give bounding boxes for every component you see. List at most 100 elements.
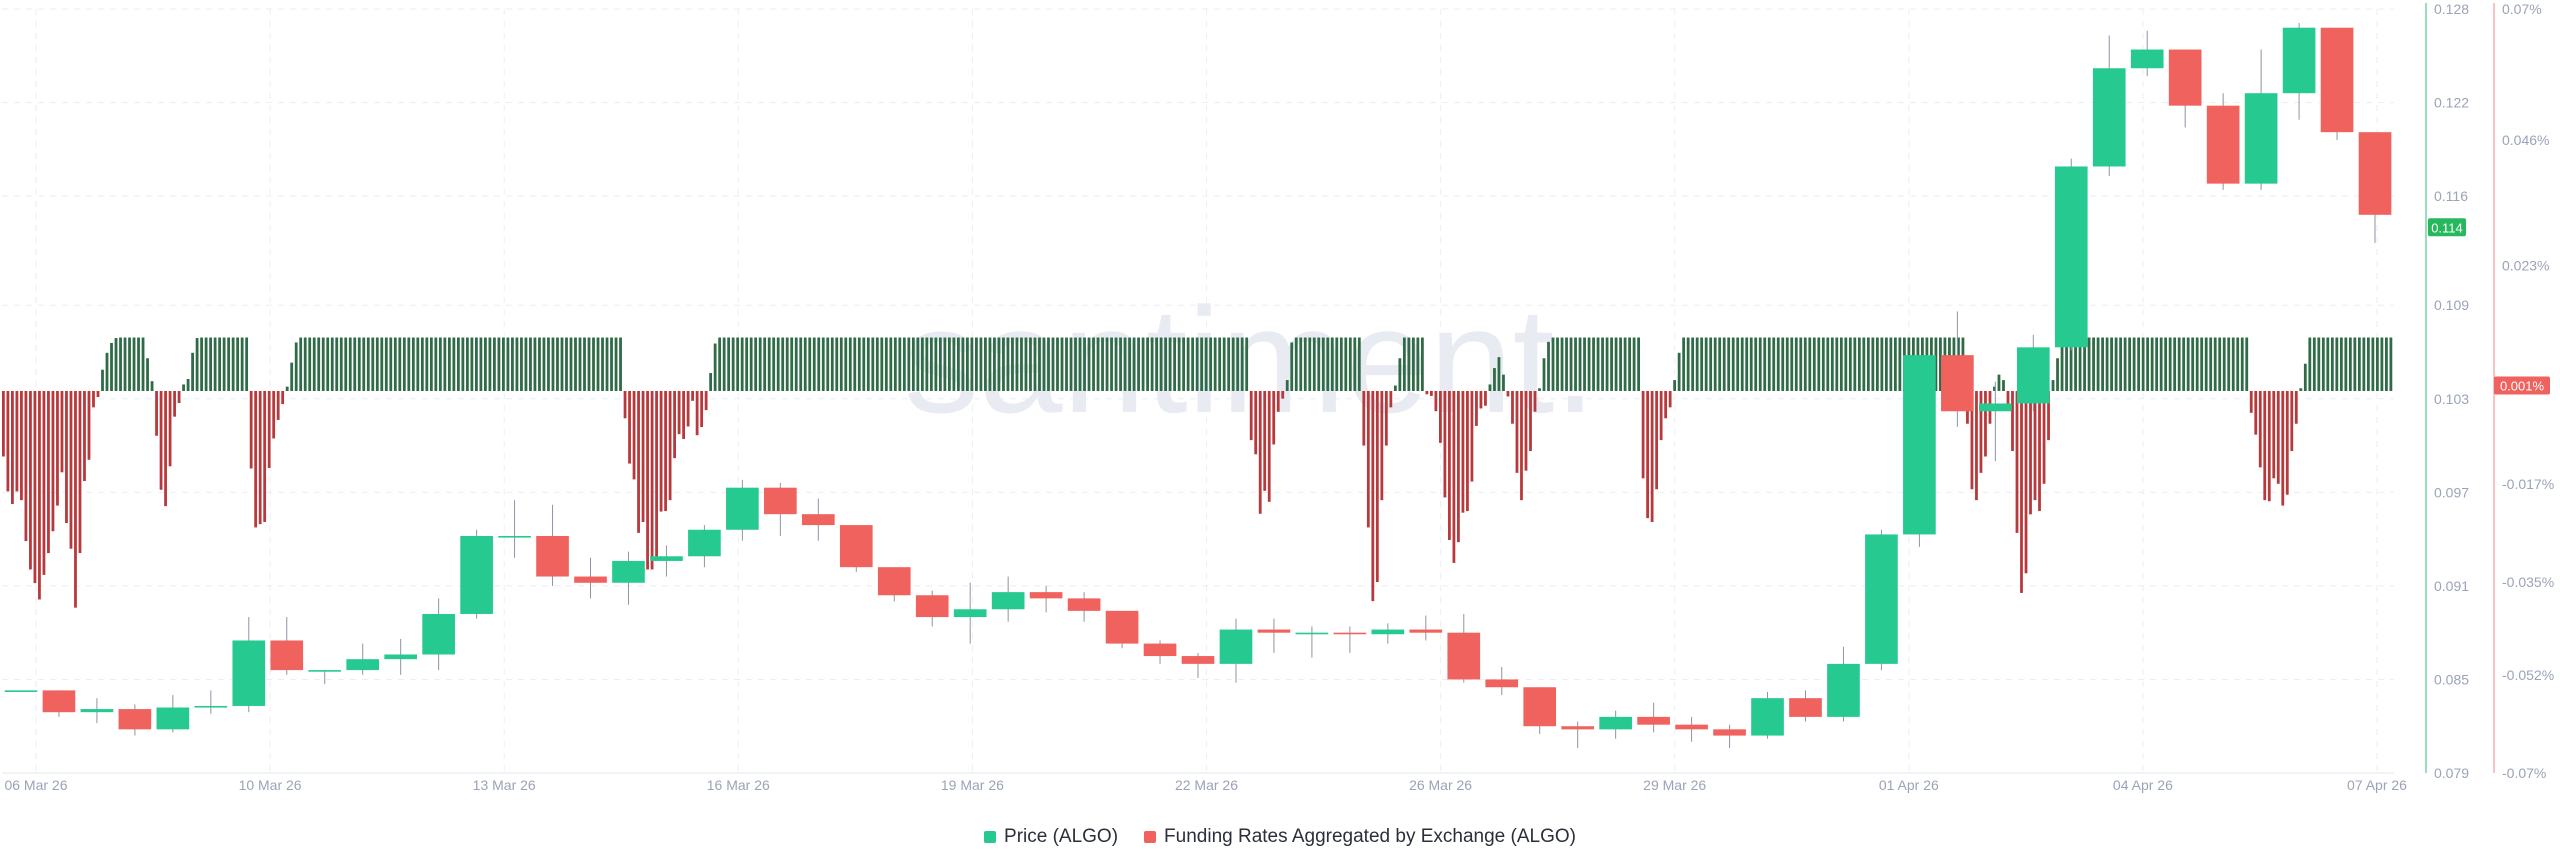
price-current-marker: 0.114 <box>2428 218 2466 237</box>
funding-bar <box>20 391 23 501</box>
funding-bar <box>713 343 717 391</box>
funding-bar <box>632 391 636 480</box>
funding-bar <box>1276 391 1280 412</box>
funding-bar <box>1889 337 1893 391</box>
funding-bar <box>1641 391 1645 479</box>
funding-bar <box>1173 337 1177 391</box>
funding-bar <box>1488 384 1492 391</box>
funding-bar <box>2339 337 2343 391</box>
funding-bar <box>911 337 915 391</box>
funding-bar <box>1821 337 1825 391</box>
funding-bar <box>1515 391 1519 473</box>
funding-bar <box>695 391 699 436</box>
funding-bar <box>353 337 357 391</box>
funding-bar <box>749 337 753 391</box>
funding-bar <box>2056 358 2059 391</box>
funding-bar <box>1524 391 1528 471</box>
legend-item-price[interactable]: Price (ALGO) <box>984 826 1118 848</box>
funding-bar <box>1772 337 1776 391</box>
funding-bar <box>1078 337 1082 391</box>
funding-bar <box>1745 337 1749 391</box>
funding-bar <box>776 337 780 391</box>
funding-bar <box>565 337 568 391</box>
funding-bar <box>1596 337 1600 391</box>
legend-item-funding[interactable]: Funding Rates Aggregated by Exchange (AL… <box>1144 826 1576 848</box>
price-candle <box>991 576 1025 622</box>
price-candle <box>2320 27 2354 140</box>
funding-bar <box>902 337 906 391</box>
funding-bar <box>1177 337 1181 391</box>
funding-bar <box>254 391 258 528</box>
funding-bar <box>1970 391 1974 490</box>
funding-bar <box>947 337 951 391</box>
funding-bar <box>1574 337 1577 391</box>
funding-bar <box>1794 337 1798 391</box>
funding-bar <box>1092 337 1095 391</box>
funding-bar <box>168 391 172 467</box>
funding-bar <box>1826 337 1830 391</box>
funding-bar <box>42 391 46 575</box>
funding-bar <box>520 337 523 391</box>
funding-bar <box>1150 337 1154 391</box>
x-axis-tick-labels: 06 Mar 26 10 Mar 26 13 Mar 26 16 Mar 26 19 M… <box>4 777 2407 793</box>
funding-bar <box>1727 337 1731 391</box>
funding-bar <box>1993 386 1996 391</box>
funding-bar <box>1659 391 1663 441</box>
funding-bar <box>110 342 113 391</box>
price-candle <box>1143 640 1177 664</box>
funding-bar <box>542 337 546 391</box>
funding-bar <box>2245 337 2249 391</box>
price-candle <box>1599 710 1632 739</box>
funding-bar <box>2299 388 2303 391</box>
funding-bar <box>2348 337 2352 391</box>
price-candle <box>270 617 304 675</box>
funding-bar <box>614 337 618 391</box>
funding-bar <box>384 337 388 391</box>
funding-bar <box>1132 337 1136 391</box>
price-candle <box>1637 702 1670 733</box>
funding-bar <box>1722 337 1726 391</box>
price-marker-value: 0.114 <box>2431 220 2463 235</box>
funding-bar <box>1502 374 1505 391</box>
funding-bar <box>1623 337 1627 391</box>
funding-bar <box>1812 337 1816 391</box>
price-candle <box>2054 158 2088 351</box>
price-candle <box>1447 613 1481 683</box>
funding-bar <box>1673 380 1677 391</box>
funding-bar <box>673 391 676 459</box>
funding-bar <box>1299 337 1303 391</box>
funding-bar <box>1835 337 1839 391</box>
funding-bar <box>213 337 217 391</box>
funding-bar <box>204 337 208 391</box>
funding-bar <box>182 384 185 391</box>
funding-bar <box>1119 337 1122 391</box>
funding-tick-label: 0.023% <box>2502 257 2549 273</box>
price-candle <box>1713 724 1746 749</box>
funding-bar <box>893 337 897 391</box>
funding-bar <box>1785 337 1789 391</box>
funding-bar <box>1065 337 1068 391</box>
funding-bar <box>1069 337 1073 391</box>
funding-bar <box>767 337 771 391</box>
funding-bar <box>1308 337 1312 391</box>
price-candle <box>232 617 266 713</box>
funding-bar <box>984 337 987 391</box>
funding-bar <box>60 391 64 473</box>
funding-bar <box>1875 337 1879 391</box>
funding-bar <box>1497 357 1501 391</box>
funding-bar <box>722 337 726 391</box>
funding-bar <box>2317 337 2321 391</box>
price-tick-label: 0.116 <box>2434 188 2468 204</box>
funding-bar <box>2371 337 2375 391</box>
chart-canvas: santiment. 06 Mar 26 10 Mar 26 13 Mar 26 16… <box>2 1 2554 793</box>
price-candle <box>688 525 721 568</box>
funding-bar <box>308 337 312 391</box>
funding-bar <box>2123 337 2127 391</box>
funding-bar <box>1569 337 1573 391</box>
funding-bar <box>479 337 483 391</box>
funding-bar <box>2267 391 2271 502</box>
funding-bar <box>1538 388 1541 391</box>
price-candle <box>574 557 607 599</box>
funding-bar <box>993 337 996 391</box>
funding-bar <box>263 391 267 522</box>
